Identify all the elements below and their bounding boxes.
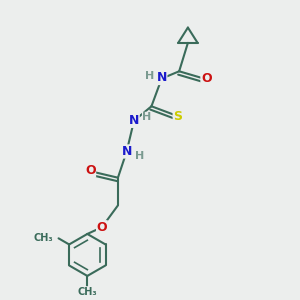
Text: S: S	[173, 110, 182, 123]
Text: CH₃: CH₃	[34, 233, 53, 243]
Text: N: N	[129, 114, 139, 127]
Text: H: H	[142, 112, 152, 122]
Text: O: O	[97, 221, 107, 234]
Text: N: N	[157, 71, 167, 85]
Text: H: H	[135, 151, 144, 161]
Text: CH₃: CH₃	[77, 287, 97, 297]
Text: O: O	[201, 72, 211, 85]
Text: O: O	[85, 164, 96, 177]
Text: N: N	[122, 145, 132, 158]
Text: H: H	[145, 71, 154, 81]
